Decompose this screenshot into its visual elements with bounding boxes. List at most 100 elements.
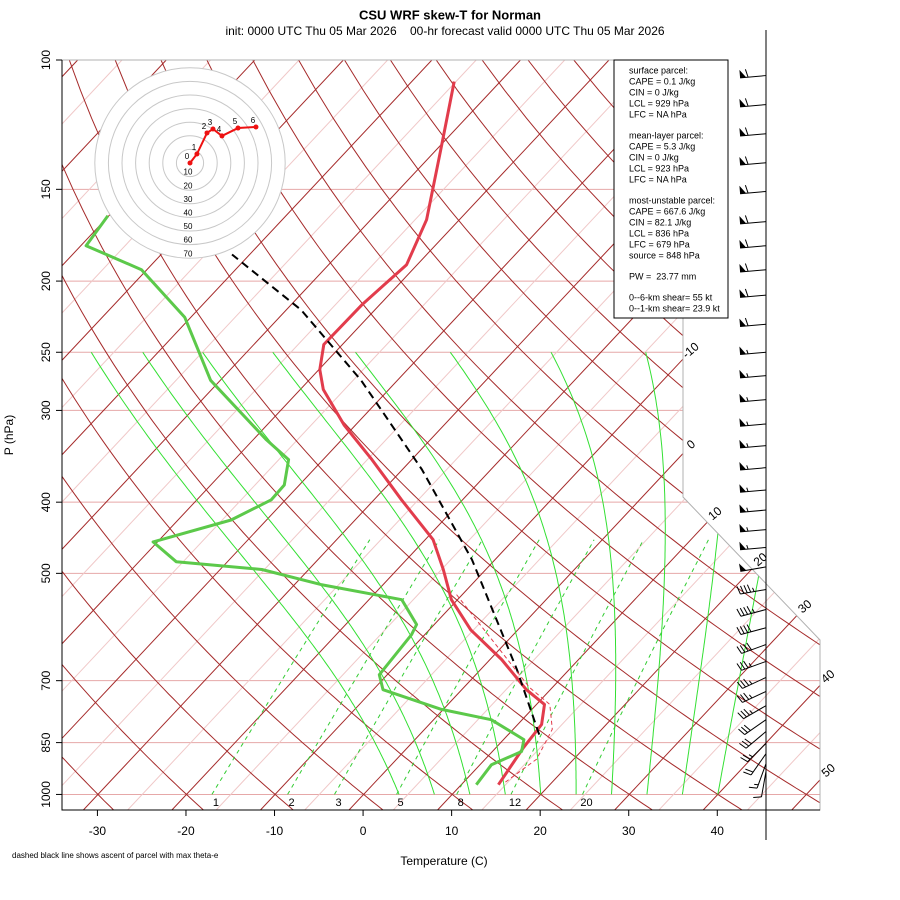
mixing-ratio-line bbox=[334, 539, 483, 795]
moist-adiabat bbox=[550, 352, 617, 795]
info-text: CIN = 82.1 J/kg bbox=[629, 217, 691, 227]
wind-barb bbox=[736, 642, 767, 654]
wind-barb bbox=[739, 317, 767, 328]
info-text: most-unstable parcel: bbox=[629, 195, 715, 205]
wind-barb bbox=[739, 523, 767, 533]
barb-pennant bbox=[739, 289, 747, 298]
hodograph-ring bbox=[94, 67, 286, 259]
barb-staff bbox=[740, 245, 767, 249]
wind-barb bbox=[753, 771, 767, 798]
barb-staff bbox=[756, 763, 767, 789]
info-text: LFC = 679 hPa bbox=[629, 239, 690, 249]
info-text: CIN = 0 J/kg bbox=[629, 152, 679, 162]
isotherm-minor bbox=[481, 60, 820, 810]
barb-pennant bbox=[739, 69, 747, 78]
dry-adiabat bbox=[298, 60, 820, 810]
info-text: LCL = 923 hPa bbox=[629, 163, 689, 173]
hodograph-ring-label: 10 bbox=[184, 168, 193, 177]
info-text: CIN = 0 J/kg bbox=[629, 87, 679, 97]
y-tick-label: 250 bbox=[39, 342, 53, 362]
isotherm bbox=[62, 60, 610, 810]
wind-barb bbox=[739, 98, 767, 108]
dry-adiabat bbox=[62, 60, 204, 810]
barb-feather bbox=[753, 796, 762, 798]
footnote: dashed black line shows ascent of parcel… bbox=[12, 851, 219, 860]
hodograph-level-label: 5 bbox=[233, 117, 238, 126]
barb-pennant bbox=[739, 369, 747, 378]
barb-feather bbox=[737, 712, 744, 719]
barb-pennant bbox=[739, 157, 747, 165]
y-tick-label: 400 bbox=[39, 492, 53, 512]
isotherm bbox=[62, 60, 698, 810]
wind-barb bbox=[739, 215, 767, 225]
barb-feather bbox=[744, 239, 749, 248]
hodograph-ring-label: 60 bbox=[184, 236, 193, 245]
barb-feather bbox=[744, 317, 749, 327]
wind-barb bbox=[739, 185, 767, 195]
barb-feather bbox=[746, 642, 752, 651]
x-tick-label: 10 bbox=[445, 824, 459, 838]
info-text: source = 848 hPa bbox=[629, 250, 700, 260]
mixing-ratio-line bbox=[582, 539, 709, 795]
barb-pennant bbox=[739, 346, 747, 355]
mixing-ratio-label: 2 bbox=[289, 797, 295, 809]
barb-feather bbox=[739, 645, 746, 653]
dry-adiabat bbox=[62, 60, 384, 810]
barb-feather bbox=[739, 607, 745, 616]
barb-half-feather bbox=[752, 587, 755, 592]
barb-half-feather bbox=[746, 421, 749, 426]
barb-half-feather bbox=[746, 373, 749, 378]
y-tick-label: 150 bbox=[39, 179, 53, 199]
isotherm-minor bbox=[62, 60, 654, 810]
info-text: CAPE = 0.1 J/kg bbox=[629, 76, 695, 86]
dry-adiabat bbox=[62, 60, 474, 810]
wind-barb bbox=[739, 731, 767, 749]
hodograph-point bbox=[204, 130, 210, 136]
mixing-ratio-label: 1 bbox=[213, 797, 219, 809]
mixing-ratio-label: 3 bbox=[335, 797, 341, 809]
info-text: 0--6-km shear= 55 kt bbox=[629, 292, 713, 302]
barb-half-feather bbox=[749, 710, 753, 714]
wind-barb bbox=[748, 763, 767, 789]
moist-adiabat bbox=[272, 351, 506, 795]
dry-adiabat bbox=[62, 60, 563, 810]
x-tick-label: 20 bbox=[533, 824, 547, 838]
x-tick-label: -20 bbox=[177, 824, 195, 838]
barb-pennant bbox=[739, 264, 747, 272]
wind-barb bbox=[739, 69, 767, 79]
hodograph-level-label: 6 bbox=[251, 116, 256, 125]
barb-feather bbox=[746, 584, 752, 593]
barb-feather bbox=[736, 695, 743, 703]
mixing-ratio-label: 12 bbox=[509, 797, 521, 809]
profile-line bbox=[455, 593, 553, 783]
wind-barb bbox=[739, 439, 767, 449]
mixing-ratio-line bbox=[510, 539, 644, 795]
barb-pennant bbox=[739, 240, 747, 248]
hodograph-level-label: 4 bbox=[217, 125, 222, 134]
dry-adiabat bbox=[68, 60, 743, 810]
barb-half-feather bbox=[746, 349, 749, 354]
isotherm bbox=[614, 60, 820, 810]
dry-adiabat bbox=[252, 60, 820, 810]
barb-pennant bbox=[739, 461, 747, 470]
barb-feather bbox=[744, 127, 749, 136]
barb-half-feather bbox=[748, 754, 753, 758]
barb-feather bbox=[740, 585, 745, 594]
mixing-ratio-line bbox=[456, 539, 595, 795]
wind-barb bbox=[739, 263, 767, 273]
barb-staff bbox=[750, 753, 767, 776]
x-tick-label: 30 bbox=[622, 824, 636, 838]
barb-feather bbox=[736, 608, 742, 617]
wind-barb bbox=[739, 127, 767, 137]
barb-feather bbox=[744, 69, 749, 78]
barb-feather bbox=[743, 771, 752, 776]
hodograph-ring-label: 70 bbox=[184, 249, 193, 258]
barb-feather bbox=[742, 754, 751, 760]
barb-pennant bbox=[739, 418, 747, 427]
hodograph-ring-label: 50 bbox=[184, 222, 193, 231]
wind-barb bbox=[739, 393, 767, 403]
y-tick-label: 700 bbox=[39, 670, 53, 690]
moist-adiabat bbox=[355, 351, 542, 795]
barb-half-feather bbox=[748, 680, 753, 685]
barb-feather bbox=[736, 646, 742, 654]
